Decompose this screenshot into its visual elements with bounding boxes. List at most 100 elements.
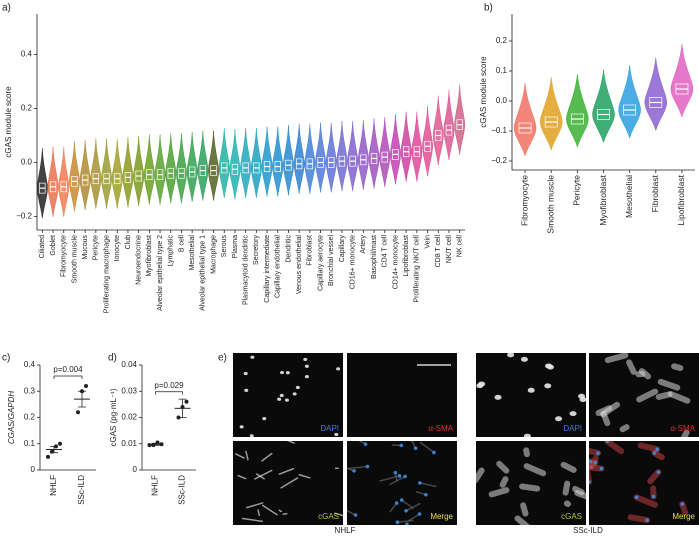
y-tick-label: 0 <box>31 465 36 474</box>
x-tick-label: Capillary endothelial <box>275 235 282 298</box>
axis <box>37 14 465 230</box>
x-tick-label: Goblet <box>50 235 57 256</box>
nucleus <box>635 496 639 500</box>
nucleus <box>507 352 514 357</box>
panel-label: a) <box>2 3 11 14</box>
x-tick-label: Macrophage <box>210 235 217 274</box>
x-tick-label: Pericyte <box>93 235 100 260</box>
x-tick-label: Pericyte <box>572 175 582 206</box>
x-tick-label: Alveolar epithelial type 2 <box>157 235 164 311</box>
y-tick-label: 0.0 <box>496 96 508 105</box>
group-label: NHLF <box>335 526 356 535</box>
y-tick-label: 0.03 <box>121 386 137 395</box>
x-tick-label: NK cell <box>456 235 463 258</box>
fiber <box>587 472 589 482</box>
panel-label: b) <box>484 3 493 14</box>
nucleus <box>476 383 483 388</box>
x-tick-label: Fibromyocyte <box>61 235 68 277</box>
fiber <box>642 371 648 376</box>
y-axis-label: cGAS module score <box>479 56 488 128</box>
y-tick-label: 0.04 <box>121 360 137 369</box>
x-tick-label: Plasma <box>232 235 239 258</box>
nucleus <box>240 425 244 428</box>
nucleus <box>432 451 436 455</box>
stain-label: cGAS <box>318 512 339 521</box>
nucleus <box>366 465 370 469</box>
nucleus <box>395 501 399 505</box>
nucleus <box>296 386 300 389</box>
nucleus <box>657 470 661 474</box>
nucleus <box>293 392 297 395</box>
x-tick-label: CD4 T cell <box>382 235 389 268</box>
fiber <box>674 366 680 368</box>
nucleus <box>250 434 254 437</box>
nucleus <box>305 375 309 378</box>
y-axis-label: CGAS/GAPDH <box>7 391 16 445</box>
fiber <box>566 484 568 493</box>
panel-label: c) <box>2 353 10 364</box>
y-tick-label: 0.3 <box>24 386 36 395</box>
nucleus <box>555 416 562 421</box>
nucleus <box>495 395 502 400</box>
nucleus <box>364 442 368 446</box>
nucleus <box>400 444 404 448</box>
x-tick-label: Lipofibroblast <box>676 174 686 225</box>
fiber <box>604 414 608 423</box>
nucleus <box>354 513 358 517</box>
nucleus <box>404 509 408 513</box>
nucleus <box>244 372 248 375</box>
x-tick-label: Basophil/mast <box>371 235 378 279</box>
x-tick-label: Myofibroblast <box>598 174 608 225</box>
y-tick-label: 0.01 <box>121 439 137 448</box>
y-tick-label: 0.1 <box>24 439 36 448</box>
y-axis-label: cGAS (pg·mL⁻¹) <box>109 388 118 446</box>
nucleus <box>305 365 309 368</box>
nucleus <box>645 518 649 522</box>
stain-label: DAPI <box>563 424 582 433</box>
x-tick-label: CD8 T cell <box>435 235 442 268</box>
violin <box>645 58 667 131</box>
data-point <box>84 384 88 388</box>
nucleus <box>652 495 656 499</box>
x-tick-label: Capillary <box>339 235 346 263</box>
x-tick-label: Smooth muscle <box>71 235 78 283</box>
x-tick-label: Lipofibroblast <box>403 235 410 277</box>
axis <box>40 365 96 470</box>
y-axis-label: cGAS module score <box>4 86 13 158</box>
nucleus <box>606 439 610 443</box>
fiber <box>567 503 568 504</box>
y-tick-label: −0.2 <box>491 156 507 165</box>
x-tick-label: Smooth muscle <box>545 175 555 234</box>
nucleus <box>528 388 535 393</box>
y-tick-label: 0 <box>133 465 138 474</box>
fiber <box>631 517 647 520</box>
annotation: p=0.029 <box>154 381 184 390</box>
nucleus <box>262 417 266 420</box>
y-tick-label: 0.2 <box>21 104 33 113</box>
y-tick-label: 0.1 <box>496 66 508 75</box>
nucleus <box>653 451 657 455</box>
y-tick-label: 0.4 <box>21 50 33 59</box>
nucleus <box>277 398 281 401</box>
nucleus <box>593 461 597 465</box>
nucleus <box>424 493 428 497</box>
annotation: p=0.004 <box>53 365 83 374</box>
x-tick-label: Vein <box>424 235 431 249</box>
x-tick-label: NK/T cell <box>446 235 453 264</box>
fiber <box>523 505 525 513</box>
fiber <box>629 362 633 371</box>
nucleus <box>578 394 585 399</box>
x-tick-label: Neuroendocrine <box>135 235 142 285</box>
stain-label: DAPI <box>320 424 339 433</box>
x-tick-label: SSc-ILD <box>77 475 86 505</box>
x-tick-label: Mesothelial <box>624 175 634 218</box>
significance-bracket <box>156 392 183 395</box>
x-tick-label: NHLF <box>49 475 58 496</box>
nucleus <box>334 433 338 436</box>
stain-label: α-SMA <box>428 424 453 433</box>
x-tick-label: Fibroblast <box>307 235 314 266</box>
violin <box>619 65 641 138</box>
nucleus <box>600 467 604 471</box>
nucleus <box>521 357 528 362</box>
